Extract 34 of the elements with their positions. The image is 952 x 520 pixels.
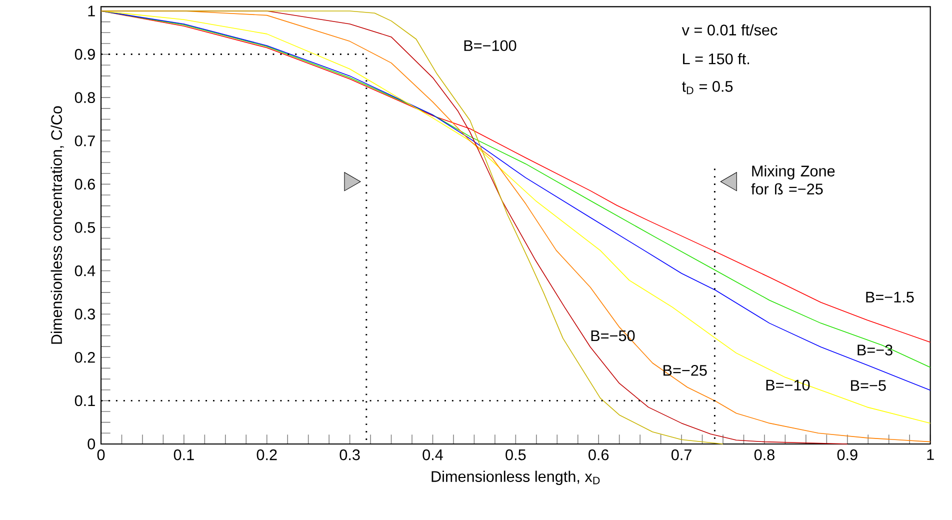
x-tick-label: 0.2 — [256, 449, 277, 460]
y-tick-label: 1 — [88, 6, 95, 16]
y-tick-label: 0.1 — [74, 395, 95, 406]
x-tick-label: 0.5 — [506, 449, 526, 460]
y-tick-label: 0.3 — [74, 308, 95, 320]
x-tick-label: 0.9 — [837, 449, 858, 460]
x-tick-label: 0.6 — [588, 449, 609, 460]
x-tick-label: 0.1 — [174, 449, 194, 460]
x-tick-label: 1 — [927, 449, 934, 460]
series-label: B=−3 — [858, 344, 892, 356]
series-label: B=−1.5 — [866, 292, 914, 303]
x-tick-label: 0 — [97, 449, 105, 460]
y-tick-label: 0 — [88, 438, 96, 450]
x-tick-label: 0.4 — [422, 449, 443, 460]
text: B=−100 — [464, 40, 516, 52]
series-label: B=−10 — [766, 380, 810, 391]
y-tick-label: 0.2 — [74, 352, 95, 363]
y-tick-label: 0.6 — [74, 178, 95, 190]
x-axis-title: Dimensionless length, x$_{D}$ — [432, 470, 600, 485]
series-label: B=−25 — [664, 364, 707, 376]
annotation: Mixing Zone for ß =−25 — [751, 165, 835, 194]
y-tick-label: 0.4 — [74, 265, 96, 276]
x-tick-label: 0.3 — [340, 449, 360, 460]
y-tick-label: 0.5 — [74, 222, 95, 233]
x-tick-label: 0.7 — [671, 449, 692, 460]
annotation: L = 150 ft. — [683, 53, 750, 64]
annotation: t$_{D}$ = 0.5 — [682, 81, 733, 94]
y-tick-label: 0.7 — [74, 135, 95, 146]
annotation: v = 0.01 ft/sec — [682, 24, 778, 36]
y-tick-label: 0.8 — [74, 92, 95, 104]
series-label: B=−5 — [851, 380, 886, 391]
x-tick-label: 0.8 — [754, 449, 774, 460]
y-tick-label: 0.9 — [74, 48, 95, 60]
y-axis-title: Dimensionless concentration, C/Co — [50, 106, 64, 344]
